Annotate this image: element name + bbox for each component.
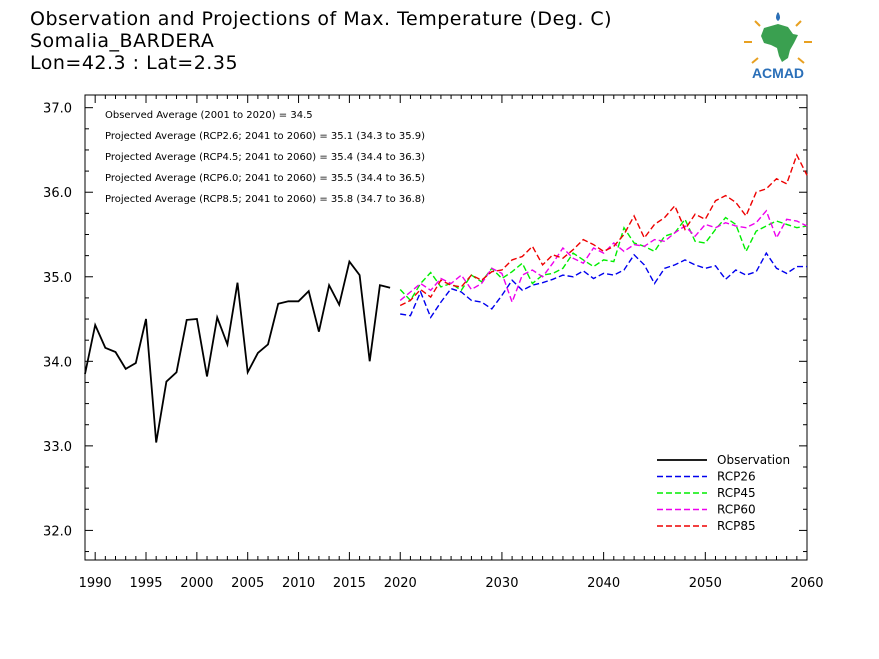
- x-tick-label: 2060: [790, 576, 823, 591]
- y-tick-label: 35.0: [43, 271, 72, 286]
- acmad-logo: ACMAD: [744, 12, 812, 81]
- x-tick-label: 2010: [282, 576, 315, 591]
- chart-header: Observation and Projections of Max. Temp…: [30, 8, 612, 74]
- series-line-rcp26: [400, 251, 807, 319]
- plot-frame: [84, 94, 808, 561]
- x-tick-label: 2020: [384, 576, 417, 591]
- series-line-rcp85: [399, 153, 808, 307]
- legend-label-rcp85: RCP85: [717, 519, 756, 533]
- annotation-text: Projected Average (RCP6.0; 2041 to 2060)…: [105, 173, 425, 184]
- raindrop-icon: [776, 12, 780, 21]
- coordinates: Lon=42.3 : Lat=2.35: [30, 52, 239, 74]
- y-tick-label: 34.0: [43, 355, 72, 370]
- legend-label-rcp60: RCP60: [717, 503, 756, 517]
- x-tick-label: 1990: [79, 576, 112, 591]
- y-tick-label: 32.0: [43, 524, 72, 539]
- x-tick-label: 1995: [129, 576, 162, 591]
- y-tick-label: 33.0: [43, 440, 72, 455]
- x-tick-label: 2000: [180, 576, 213, 591]
- logo-text: ACMAD: [752, 65, 804, 81]
- africa-map-icon: [761, 24, 798, 62]
- y-tick-label: 36.0: [43, 186, 72, 201]
- chart-title: Observation and Projections of Max. Temp…: [30, 8, 613, 30]
- annotation-text: Projected Average (RCP4.5; 2041 to 2060)…: [105, 152, 425, 163]
- x-tick-label: 2005: [231, 576, 264, 591]
- legend-label-rcp26: RCP26: [717, 470, 756, 484]
- legend-label-rcp45: RCP45: [717, 486, 756, 500]
- x-tick-label: 2040: [587, 576, 620, 591]
- series-line-observation: [84, 259, 391, 443]
- x-tick-label: 2050: [689, 576, 722, 591]
- annotation-text: Projected Average (RCP8.5; 2041 to 2060)…: [105, 194, 425, 205]
- legend-label-observation: Observation: [717, 453, 790, 467]
- x-tick-label: 2030: [485, 576, 518, 591]
- series-line-rcp60: [399, 209, 808, 305]
- x-tick-label: 2015: [333, 576, 366, 591]
- annotation-text: Observed Average (2001 to 2020) = 34.5: [105, 110, 313, 121]
- chart-annotations: Observed Average (2001 to 2020) = 34.5 Pr…: [105, 110, 425, 205]
- y-tick-label: 37.0: [43, 102, 72, 117]
- series-line-rcp45: [399, 216, 808, 302]
- chart-series: [84, 153, 808, 443]
- location-name: Somalia_BARDERA: [30, 30, 215, 52]
- annotation-text: Projected Average (RCP2.6; 2041 to 2060)…: [105, 131, 425, 142]
- chart-axes: 1990 1995 2000 2005 2010 2015 2020 2030 2040 2050…: [43, 94, 824, 591]
- chart-legend: Observation RCP26 RCP45 RCP60 RCP85: [657, 453, 790, 533]
